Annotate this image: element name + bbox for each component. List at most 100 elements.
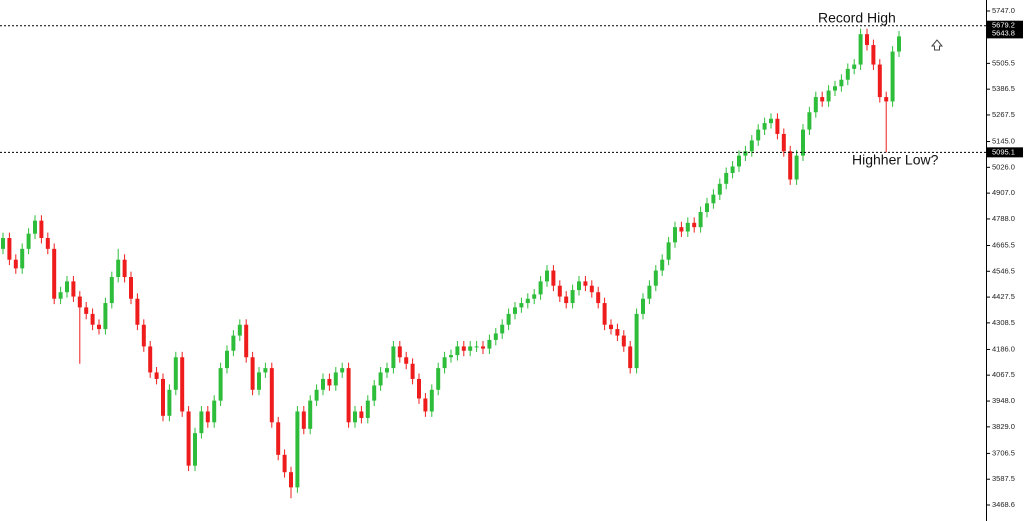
candle-body (647, 285, 652, 299)
candle-body (442, 357, 447, 369)
candle-body (84, 307, 89, 314)
candle-body (436, 368, 441, 390)
candle-body (109, 277, 114, 304)
candle-body (455, 346, 460, 356)
candle-body (77, 296, 82, 308)
candle-body (103, 303, 108, 330)
candle-body (314, 389, 319, 401)
candle-body (711, 194, 716, 204)
candle-body (218, 368, 223, 401)
candle-body (487, 339, 492, 349)
candle-body (417, 378, 421, 399)
candle-body (551, 270, 556, 286)
candle-body (404, 357, 409, 364)
candle-body (532, 294, 537, 299)
candle-body (468, 346, 473, 351)
y-tick-label: 5267.5 (992, 110, 1015, 119)
candle-body (71, 281, 76, 297)
y-tick-label: 3948.0 (992, 396, 1015, 405)
candle-body (493, 333, 498, 340)
candle-body (577, 281, 581, 291)
candle-body (794, 155, 799, 180)
level-label: 5679.2 (992, 21, 1015, 30)
candle-body (570, 290, 575, 304)
candle-body (90, 313, 95, 325)
candle-body (666, 242, 671, 260)
candle-body (884, 97, 889, 102)
candle-body (410, 363, 415, 379)
candle-body (685, 222, 690, 232)
candle-body (615, 329, 620, 336)
candle-body (372, 385, 377, 401)
candle-body (346, 368, 351, 423)
candle-body (871, 45, 876, 65)
candle-body (186, 411, 191, 466)
y-tick-label: 4546.5 (992, 266, 1015, 275)
level-label-box (987, 20, 1023, 31)
y-tick-label: 4308.5 (992, 318, 1015, 327)
y-tick-label: 3587.5 (992, 474, 1015, 483)
candle-body (282, 454, 287, 473)
candle-body (602, 303, 607, 325)
candle-body (449, 355, 453, 358)
candle-body (858, 34, 863, 65)
candle-body (429, 389, 434, 412)
candle-body (65, 281, 69, 293)
candle-body (673, 227, 677, 243)
candle-body (557, 285, 562, 297)
candle-body (737, 155, 741, 167)
level-label-box (987, 147, 1023, 158)
candle-body (583, 281, 588, 286)
candle-body (813, 97, 818, 113)
y-tick-label: 5747.0 (992, 6, 1015, 15)
candle-body (20, 248, 25, 269)
candle-body (385, 368, 389, 373)
candle-body (788, 151, 793, 180)
y-tick-label: 4186.0 (992, 344, 1015, 353)
candle-body (717, 183, 722, 195)
candle-body (327, 378, 332, 386)
candle-body (897, 36, 901, 52)
candle-body (589, 285, 594, 293)
candle-body (269, 368, 274, 423)
candle-body (353, 411, 357, 423)
candle-body (749, 140, 754, 152)
candle-body (263, 368, 268, 373)
candle-body (58, 292, 63, 299)
candle-body (212, 400, 217, 423)
candle-body (538, 281, 543, 295)
candle-body (129, 277, 133, 299)
candle-body (801, 129, 805, 156)
candle-body (743, 151, 748, 156)
candle-body (289, 472, 293, 488)
candle-body (833, 86, 837, 91)
candle-body (545, 270, 549, 282)
candle-body (1, 238, 5, 249)
candle-body (519, 303, 524, 308)
candle-body (276, 422, 281, 455)
candle-body (97, 324, 101, 330)
candle-body (756, 129, 761, 141)
candle-body (359, 411, 364, 418)
candle-body (378, 372, 383, 386)
annotation: Record High (818, 10, 896, 26)
candle-body (641, 298, 645, 314)
candle-body (609, 324, 613, 330)
candle-body (698, 211, 703, 228)
candle-body (762, 123, 767, 130)
y-tick-label: 4788.0 (992, 214, 1015, 223)
candle-body (135, 298, 140, 325)
candle-body (231, 335, 236, 351)
candle-body (506, 313, 511, 325)
candle-body (807, 112, 812, 130)
candle-body (852, 64, 857, 69)
annotation: Highher Low? (852, 151, 939, 167)
candle-body (877, 64, 882, 98)
y-tick-label: 4067.5 (992, 370, 1015, 379)
candle-body (257, 372, 261, 390)
y-tick-label: 3706.5 (992, 448, 1015, 457)
candle-body (730, 166, 735, 173)
candle-body (161, 378, 165, 416)
